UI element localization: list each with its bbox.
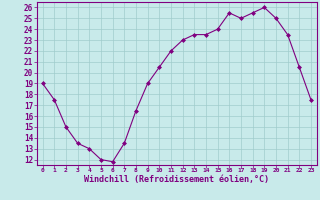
X-axis label: Windchill (Refroidissement éolien,°C): Windchill (Refroidissement éolien,°C) [84,175,269,184]
